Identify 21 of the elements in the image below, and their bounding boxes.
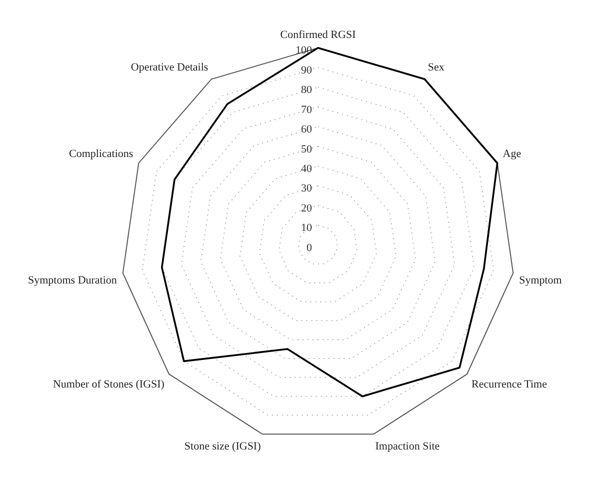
spoke-label: Stone size (IGSI): [184, 440, 262, 452]
spoke-label: Sex: [428, 61, 445, 74]
spoke-label: Age: [502, 148, 522, 160]
spoke-label: Complications: [69, 148, 134, 160]
y-tick-label: 70: [301, 104, 312, 116]
y-tick-label: 40: [301, 163, 312, 176]
spoke-label: Operative Details: [130, 61, 208, 74]
spoke-label: Symptom: [519, 274, 562, 286]
spoke-label: Recurrence Time: [472, 378, 548, 391]
spoke-label: Confirmed RGSI: [280, 29, 356, 42]
y-tick-label: 20: [301, 202, 312, 214]
y-tick-label: 90: [301, 64, 312, 76]
spoke-label: Impaction Site: [375, 440, 440, 452]
y-tick-label: 50: [301, 143, 312, 156]
spoke-label: Symptoms Duration: [28, 274, 118, 286]
y-tick-label: 80: [301, 84, 312, 96]
y-tick-label: 0: [306, 242, 312, 254]
spoke-label: Number of Stones (IGSI): [52, 378, 165, 391]
y-tick-label: 10: [301, 222, 312, 234]
y-tick-label: 30: [301, 182, 312, 195]
y-tick-label: 60: [301, 124, 312, 136]
